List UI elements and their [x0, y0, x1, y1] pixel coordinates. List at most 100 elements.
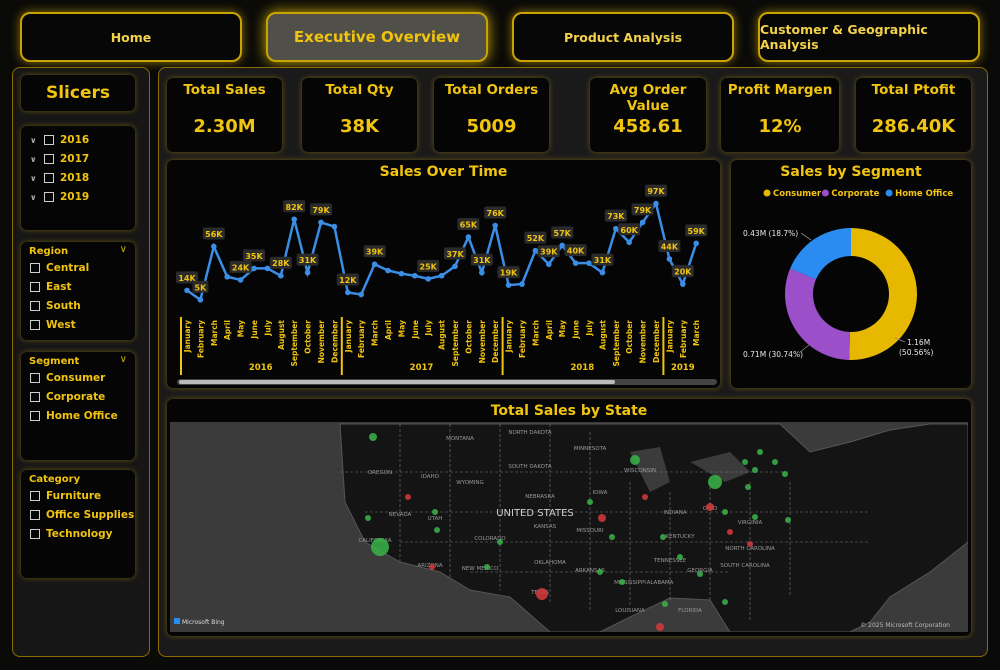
sales-bubble — [642, 494, 648, 500]
sales-bubble — [697, 571, 703, 577]
data-label-bg — [685, 224, 708, 237]
sales-bubble — [660, 534, 666, 540]
sales-bubble — [536, 588, 548, 600]
checkbox[interactable] — [30, 510, 40, 520]
month-tick-label: February — [518, 320, 527, 358]
kpi-total-qty[interactable]: Total Qty 38K — [302, 78, 417, 152]
month-tick-label: September — [451, 320, 460, 367]
segment-option[interactable]: Consumer — [30, 372, 105, 384]
region-option[interactable]: Central — [30, 262, 89, 274]
category-option[interactable]: Technology — [30, 528, 112, 540]
checkbox[interactable] — [30, 411, 40, 421]
month-tick-label: March — [531, 320, 540, 346]
nav-executive-overview-button[interactable]: Executive Overview — [266, 12, 488, 62]
month-tick-label: April — [223, 320, 232, 340]
chevron-down-icon[interactable]: ∨ — [119, 354, 127, 365]
kpi-profit-margin[interactable]: Profit Margen 12% — [721, 78, 839, 152]
kpi-total-profit[interactable]: Total Ptofit 286.40K — [856, 78, 971, 152]
chevron-down-icon[interactable]: ∨ — [30, 154, 37, 164]
nav-customer-geographic-button[interactable]: Customer & Geographic Analysis — [758, 12, 980, 62]
nav-product-analysis-button[interactable]: Product Analysis — [512, 12, 734, 62]
month-tick-label: August — [598, 320, 607, 350]
year-2019-label: 2019 — [60, 191, 90, 203]
data-label-bg — [202, 227, 225, 240]
checkbox[interactable] — [44, 154, 54, 164]
segment-slicer: Segment ∨ Consumer Corporate Home Office — [21, 352, 135, 460]
kpi-total-sales[interactable]: Total Sales 2.30M — [167, 78, 282, 152]
data-label-bg — [551, 226, 574, 239]
chevron-down-icon[interactable]: ∨ — [30, 173, 37, 183]
sales-bubble — [598, 514, 606, 522]
checkbox[interactable] — [30, 320, 40, 330]
year-option[interactable]: ∨ 2018 — [30, 172, 89, 184]
checkbox[interactable] — [30, 282, 40, 292]
month-tick-label: November — [317, 320, 326, 364]
checkbox[interactable] — [44, 192, 54, 202]
sales-point — [358, 291, 364, 298]
checkbox[interactable] — [44, 135, 54, 145]
sales-bubble — [434, 527, 440, 533]
checkbox[interactable] — [30, 392, 40, 402]
region-option[interactable]: South — [30, 300, 81, 312]
checkbox[interactable] — [30, 301, 40, 311]
option-label: West — [46, 319, 76, 331]
sales-point — [599, 269, 606, 276]
year-option[interactable]: ∨ 2017 — [30, 153, 89, 165]
data-label-bg — [269, 256, 292, 269]
legend-label: Home Office — [895, 189, 953, 199]
sales-point — [425, 276, 432, 282]
month-tick-label: December — [652, 320, 661, 363]
month-tick-label: October — [464, 320, 473, 354]
leader-line — [798, 344, 810, 354]
data-label-bg — [497, 266, 520, 279]
nav-home-button[interactable]: Home — [20, 12, 242, 62]
bing-logo-text: Microsoft Bing — [182, 619, 225, 626]
option-label: South — [46, 300, 81, 312]
data-label-bg — [524, 231, 547, 244]
month-tick-label: May — [237, 320, 246, 337]
state-label: COLORADO — [474, 536, 506, 542]
sales-map[interactable]: UNITED STATES MONTANA NORTH DAKOTA SOUTH DA… — [170, 422, 968, 632]
year-option[interactable]: ∨ 2019 — [30, 191, 89, 203]
data-label-bg — [645, 184, 667, 197]
kpi-value: 2.30M — [193, 116, 256, 137]
sales-point — [626, 239, 632, 246]
checkbox[interactable] — [44, 173, 54, 183]
chevron-down-icon[interactable]: ∨ — [30, 135, 37, 145]
segment-donut-chart[interactable]: Consumer Corporate Home Office 1.16M(50.56%… — [731, 160, 971, 388]
sales-bubble — [371, 538, 389, 556]
data-label: 44K — [661, 243, 679, 252]
segment-slicer-label: Segment — [29, 356, 80, 367]
sales-point — [613, 225, 619, 232]
year-label: 2017 — [410, 363, 434, 373]
sales-by-state-card: Total Sales by State UNITED STATES MONTAN… — [167, 399, 971, 636]
checkbox[interactable] — [30, 373, 40, 383]
checkbox[interactable] — [30, 529, 40, 539]
chevron-down-icon[interactable]: ∨ — [30, 192, 37, 202]
microsoft-bing-logo — [174, 618, 180, 624]
year-option[interactable]: ∨ 2016 — [30, 134, 89, 146]
category-option[interactable]: Furniture — [30, 490, 101, 502]
checkbox[interactable] — [30, 491, 40, 501]
region-option[interactable]: West — [30, 319, 76, 331]
segment-option[interactable]: Corporate — [30, 391, 105, 403]
sales-bubble — [619, 579, 625, 585]
checkbox[interactable] — [30, 263, 40, 273]
scrollbar-thumb[interactable] — [179, 380, 615, 384]
month-tick-label: April — [384, 320, 393, 340]
category-option[interactable]: Office Supplies — [30, 509, 134, 521]
state-label: KANSAS — [534, 524, 557, 530]
segment-option[interactable]: Home Office — [30, 410, 118, 422]
kpi-total-orders[interactable]: Total Orders 5009 — [434, 78, 549, 152]
sales-over-time-card: Sales Over Time 14K 5K 56K 24K 35K 28K 82K 31K 7… — [167, 160, 720, 388]
region-option[interactable]: East — [30, 281, 72, 293]
sales-point — [184, 287, 190, 294]
sales-point — [532, 247, 539, 254]
kpi-avg-order-value[interactable]: Avg Order Value 458.61 — [590, 78, 706, 152]
data-label-bg — [658, 240, 681, 252]
sales-point — [211, 243, 217, 250]
sales-bubble — [772, 459, 778, 465]
chevron-down-icon[interactable]: ∨ — [119, 244, 127, 255]
month-tick-label: November — [639, 320, 648, 364]
